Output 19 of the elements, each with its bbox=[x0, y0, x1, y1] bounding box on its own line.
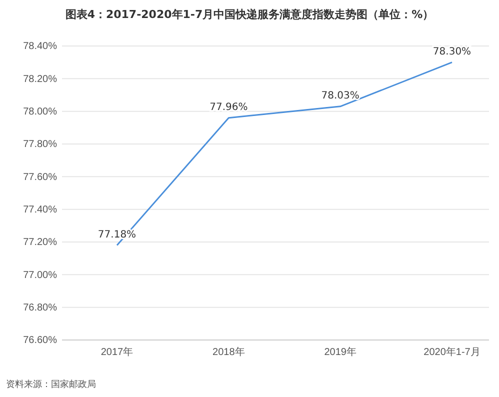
y-tick-label: 77.80% bbox=[23, 139, 58, 150]
y-tick-label: 77.60% bbox=[23, 172, 58, 183]
x-tick-label: 2020年1-7月 bbox=[424, 346, 480, 358]
x-tick-label: 2017年 bbox=[100, 346, 134, 358]
y-tick-label: 76.60% bbox=[23, 335, 58, 346]
y-tick-label: 77.00% bbox=[23, 270, 58, 281]
y-tick-label: 78.20% bbox=[23, 74, 58, 85]
data-label: 78.30% bbox=[432, 46, 472, 58]
data-label: 78.03% bbox=[321, 90, 360, 102]
y-tick-label: 78.00% bbox=[23, 106, 58, 118]
x-tick-label: 2018年 bbox=[212, 346, 245, 358]
data-label: 77.96% bbox=[210, 102, 248, 113]
x-tick-label: 2019年 bbox=[324, 346, 356, 358]
y-tick-label: 76.80% bbox=[23, 302, 58, 314]
chart-title: 图表4：2017-2020年1-7月中国快递服务满意度指数走势图（单位：%） bbox=[65, 8, 434, 21]
y-tick-label: 78.40% bbox=[23, 41, 58, 52]
y-tick-label: 77.20% bbox=[23, 237, 58, 248]
text: 资料来源：国家邮政局 bbox=[6, 379, 96, 390]
y-tick-label: 77.40% bbox=[23, 204, 58, 216]
